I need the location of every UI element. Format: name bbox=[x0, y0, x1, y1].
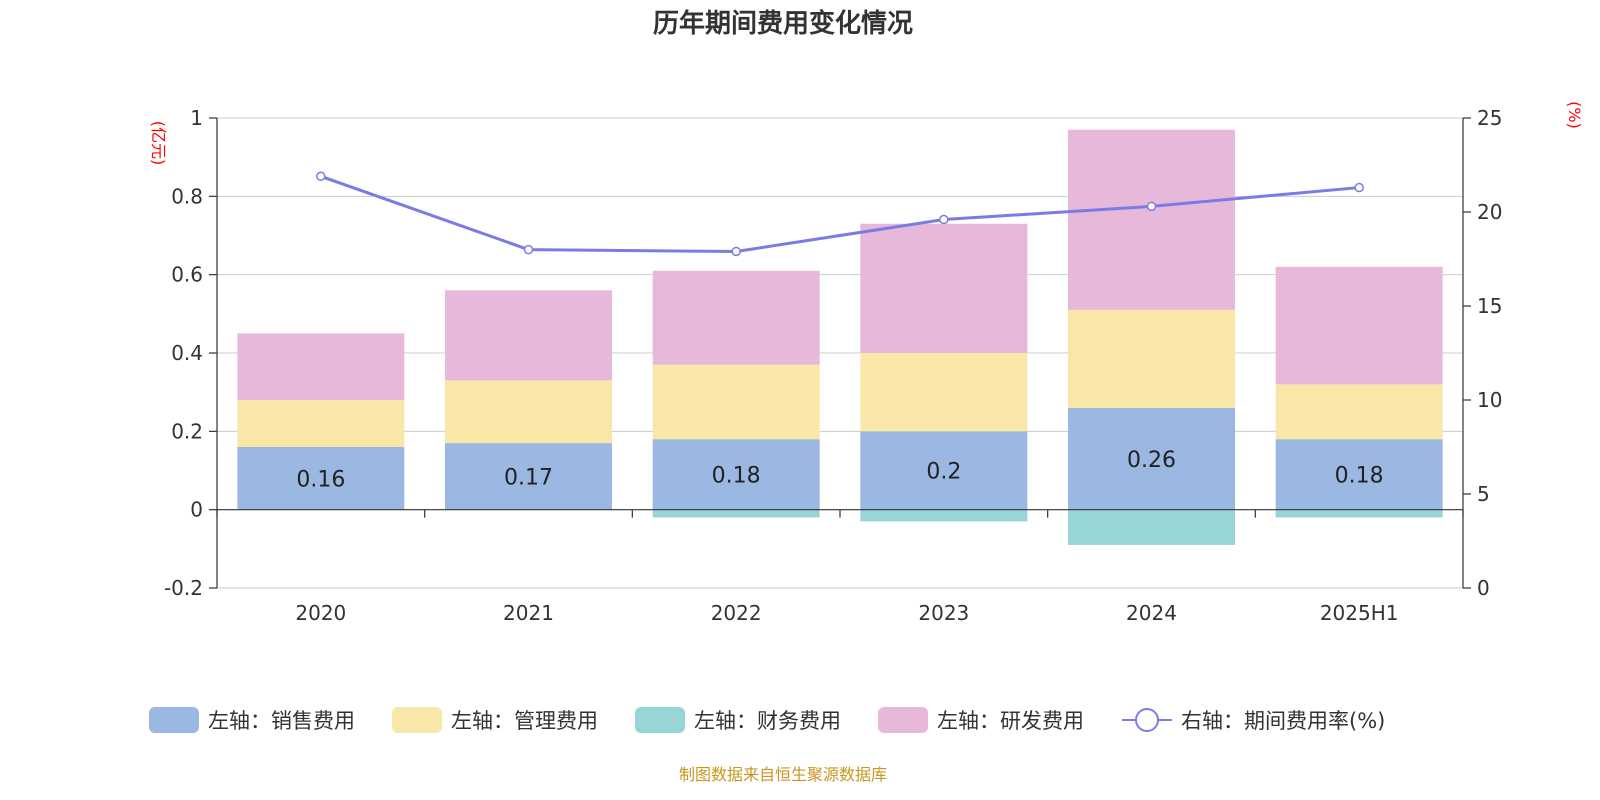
bar-segment bbox=[652, 509, 820, 518]
left-tick-label: -0.2 bbox=[164, 576, 203, 600]
x-tick-label: 2025H1 bbox=[1320, 601, 1399, 625]
bar-segment bbox=[652, 439, 820, 510]
left-tick-label: 0 bbox=[190, 498, 203, 522]
legend-swatch bbox=[878, 707, 928, 733]
right-tick-label: 15 bbox=[1477, 294, 1502, 318]
rate-line-point bbox=[1146, 201, 1157, 212]
legend-label: 左轴：销售费用 bbox=[208, 709, 355, 733]
left-axis-unit: (亿元) bbox=[149, 121, 168, 166]
legend: 左轴：销售费用 左轴：管理费用 左轴：财务费用 左轴：研发费用 右轴：期间费用率(%) bbox=[149, 707, 1385, 733]
bar-segment bbox=[652, 364, 820, 440]
bar-value-label: 0.18 bbox=[712, 463, 761, 488]
legend-swatch bbox=[149, 707, 199, 733]
x-tick-label: 2020 bbox=[295, 601, 346, 625]
bar-segment bbox=[860, 223, 1028, 353]
bar-segment bbox=[237, 333, 405, 400]
rate-line-point bbox=[731, 246, 741, 257]
legend-label: 左轴：财务费用 bbox=[694, 709, 841, 733]
rate-line-point bbox=[523, 244, 534, 255]
bar-value-label: 0.17 bbox=[504, 465, 553, 490]
source-note: 制图数据来自恒生聚源数据库 bbox=[679, 765, 887, 784]
x-tick-label: 2021 bbox=[503, 601, 554, 625]
bar-labels: 0.16 0.17 0.18 0.2 0.26 0.18 bbox=[296, 448, 1383, 493]
left-tick-label: 1 bbox=[190, 106, 203, 130]
legend-label: 左轴：管理费用 bbox=[451, 709, 598, 733]
chart-title: 历年期间费用变化情况 bbox=[653, 8, 913, 39]
legend-label: 右轴：期间费用率(%) bbox=[1181, 709, 1385, 733]
right-tick-label: 5 bbox=[1477, 482, 1490, 506]
bar-series bbox=[237, 129, 1443, 545]
legend-swatch bbox=[392, 707, 442, 733]
right-tick-label: 0 bbox=[1477, 576, 1490, 600]
bar-segment bbox=[1275, 509, 1443, 518]
legend-label: 左轴：研发费用 bbox=[937, 709, 1084, 733]
right-axis-unit: (%) bbox=[1565, 101, 1584, 129]
bar-segment bbox=[237, 400, 405, 447]
right-tick-label: 20 bbox=[1477, 200, 1502, 224]
bar-segment bbox=[1068, 129, 1235, 310]
right-tick-label: 10 bbox=[1477, 388, 1502, 412]
bar-segment bbox=[445, 443, 612, 510]
legend-swatch bbox=[635, 707, 685, 733]
rate-line-point bbox=[316, 171, 326, 182]
right-tick-label: 25 bbox=[1477, 106, 1502, 130]
bar-segment bbox=[860, 431, 1028, 510]
bar-segment bbox=[1068, 509, 1235, 545]
bar-value-label: 0.18 bbox=[1335, 463, 1384, 488]
rate-line bbox=[316, 171, 1364, 257]
bar-segment bbox=[1275, 439, 1443, 510]
left-tick-label: 0.8 bbox=[171, 184, 203, 208]
bar-segment bbox=[1275, 384, 1443, 440]
bar-value-label: 0.16 bbox=[296, 467, 345, 492]
left-tick-label: 0.2 bbox=[171, 419, 203, 443]
rate-line-path bbox=[320, 174, 1360, 253]
left-tick-label: 0.4 bbox=[171, 341, 203, 365]
legend-marker bbox=[1135, 708, 1159, 732]
bar-segment bbox=[1275, 266, 1443, 385]
bar-segment bbox=[1068, 407, 1235, 510]
left-tick-label: 0.6 bbox=[171, 263, 203, 287]
x-tick-label: 2023 bbox=[918, 601, 969, 625]
bar-segment bbox=[445, 380, 612, 444]
bar-segment bbox=[445, 290, 612, 381]
grid-lines bbox=[217, 117, 1463, 589]
bar-segment bbox=[652, 270, 820, 365]
bar-segment bbox=[1068, 309, 1235, 408]
x-tick-label: 2024 bbox=[1126, 601, 1177, 625]
x-tick-label: 2022 bbox=[711, 601, 762, 625]
bar-segment bbox=[860, 353, 1028, 432]
bar-segment bbox=[237, 447, 405, 510]
rate-line-point bbox=[1354, 182, 1364, 193]
bar-value-label: 0.2 bbox=[926, 460, 961, 485]
rate-line-point bbox=[939, 214, 949, 225]
bar-segment bbox=[860, 509, 1028, 522]
bar-value-label: 0.26 bbox=[1127, 448, 1176, 473]
